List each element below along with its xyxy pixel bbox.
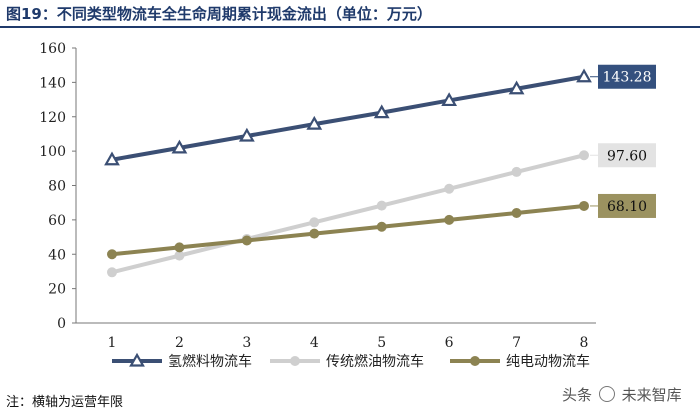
data-point <box>579 200 589 211</box>
chart-title: 图19：不同类型物流车全生命周期累计现金流出（单位：万元） <box>6 5 432 23</box>
series-line-1 <box>111 153 585 275</box>
legend-marker <box>129 352 145 367</box>
end-label-box <box>598 64 656 89</box>
watermark: 头条 未来智库 <box>562 384 682 405</box>
data-point <box>376 221 387 232</box>
end-labels: 143.28 97.60 68.10 <box>590 64 656 218</box>
chart-legend: 氢燃料物流车 传统燃油物流车 纯电动物流车 <box>112 352 590 370</box>
title-bar: 图19：不同类型物流车全生命周期累计现金流出（单位：万元） <box>0 0 700 28</box>
end-label-text: 68.10 <box>607 199 647 215</box>
x-tick-label: 5 <box>377 335 386 351</box>
x-tick-label: 8 <box>580 335 589 351</box>
y-tick-label: 120 <box>39 110 66 126</box>
x-tick-label: 4 <box>310 335 319 351</box>
end-label-text: 97.60 <box>607 148 647 164</box>
x-tick-label: 7 <box>512 335 521 351</box>
data-point <box>174 242 185 253</box>
data-point <box>171 139 188 154</box>
y-tick-label: 40 <box>48 247 66 263</box>
data-point <box>511 208 522 218</box>
y-tick-label: 160 <box>39 41 66 57</box>
end-label-text: 143.28 <box>603 70 652 86</box>
y-tick-label: 80 <box>48 179 66 195</box>
x-tick-label: 3 <box>242 335 251 351</box>
data-point <box>508 80 525 95</box>
watermark-prefix: 头条 <box>562 386 593 404</box>
chart-series <box>104 68 592 278</box>
x-tick-label: 6 <box>445 335 454 351</box>
y-tick-label: 20 <box>48 282 66 298</box>
data-point <box>107 249 117 260</box>
data-point <box>104 151 120 166</box>
data-point <box>441 92 458 107</box>
y-tick-label: 0 <box>57 316 66 332</box>
data-point <box>579 150 589 161</box>
series-line-2 <box>111 203 585 257</box>
legend-label: 氢燃料物流车 <box>168 353 252 370</box>
data-point <box>107 267 117 278</box>
data-point <box>444 214 455 225</box>
line-chart: 0 20 40 60 80 100 120 140 160 1 2 3 4 5 6 7 8 143.28 97.6… <box>39 41 656 370</box>
data-point <box>373 104 390 119</box>
watermark-suffix: 未来智库 <box>621 386 682 404</box>
y-tick-label: 60 <box>48 213 66 229</box>
chart-axes: 0 20 40 60 80 100 120 140 160 1 2 3 4 5 6 7 8 <box>39 41 596 351</box>
legend-marker <box>470 356 480 366</box>
end-label-box <box>598 143 656 168</box>
data-point <box>376 200 387 211</box>
data-point <box>241 235 252 246</box>
legend-marker <box>290 356 300 366</box>
data-point <box>309 217 320 228</box>
x-tick-label: 2 <box>175 335 184 351</box>
legend-label: 纯电动物流车 <box>506 353 590 370</box>
watermark-logo-icon <box>598 386 615 402</box>
data-point <box>511 166 522 177</box>
series-line-0 <box>111 74 585 162</box>
data-point <box>309 228 320 239</box>
footnote: 注：横轴为运营年限 <box>6 395 124 410</box>
data-point <box>238 127 255 142</box>
x-tick-label: 1 <box>108 335 117 351</box>
end-label-box <box>598 193 656 218</box>
data-point <box>576 68 592 83</box>
y-tick-label: 100 <box>39 144 66 160</box>
data-point <box>444 183 455 194</box>
legend-label: 传统燃油物流车 <box>326 353 424 370</box>
data-point <box>306 115 323 130</box>
data-point <box>174 250 185 261</box>
y-tick-label: 140 <box>39 75 66 91</box>
